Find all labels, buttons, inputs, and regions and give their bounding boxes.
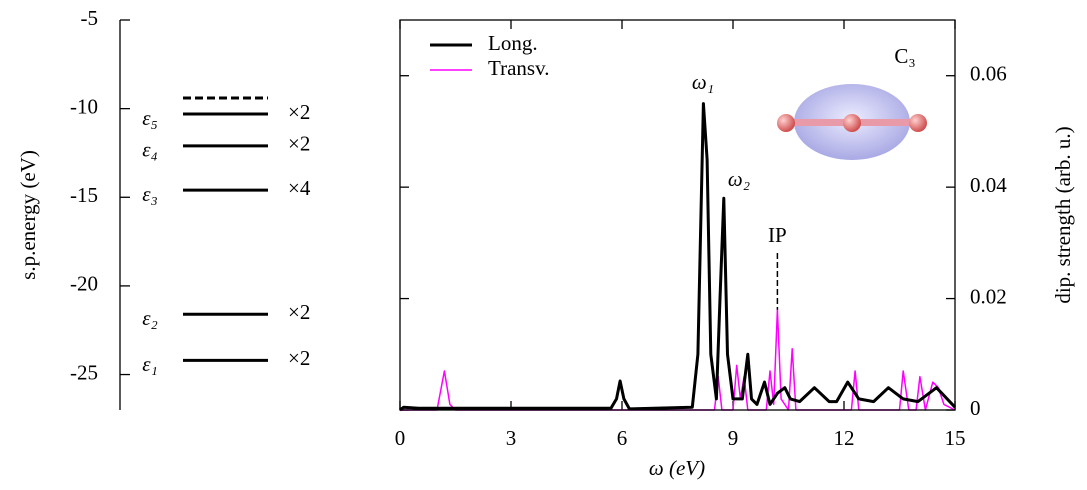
- x-tick-label: 0: [395, 426, 406, 450]
- annotation: ω₂: [728, 167, 750, 191]
- level-label: ε₄: [142, 138, 158, 162]
- y2-tick-label: 0.04: [970, 173, 1007, 197]
- y-tick-label: -15: [70, 183, 98, 207]
- legend-label: Transv.: [488, 56, 549, 80]
- y2-tick-label: 0.06: [970, 62, 1007, 86]
- degeneracy-label: ×2: [288, 300, 310, 324]
- x-tick-label: 15: [945, 426, 966, 450]
- y2-axis-label: dip. strength (arb. u.): [1051, 126, 1075, 303]
- degeneracy-label: ×2: [288, 132, 310, 156]
- legend-label: Long.: [488, 31, 538, 55]
- x-tick-label: 9: [728, 426, 739, 450]
- x-tick-label: 3: [506, 426, 517, 450]
- y2-tick-label: 0.02: [970, 284, 1007, 308]
- y-tick-label: -10: [70, 94, 98, 118]
- annotation: IP: [768, 223, 787, 247]
- series-line: [400, 308, 956, 411]
- chart-title: C₃: [894, 44, 915, 68]
- degeneracy-label: ×2: [288, 100, 310, 124]
- level-label: ε₅: [142, 106, 158, 130]
- molecule-icon: [777, 84, 927, 160]
- x-axis-label: ω (eV): [649, 456, 705, 480]
- x-tick-label: 12: [834, 426, 855, 450]
- level-label: ε₃: [142, 182, 158, 206]
- annotation: ω₁: [692, 70, 714, 94]
- level-label: ε₂: [142, 306, 158, 330]
- y-tick-label: -20: [70, 272, 98, 296]
- degeneracy-label: ×2: [288, 346, 310, 370]
- y-tick-label: -25: [70, 360, 98, 384]
- y2-tick-label: 0: [970, 396, 981, 420]
- x-tick-label: 6: [617, 426, 628, 450]
- series-line: [399, 102, 957, 412]
- frame: [399, 19, 956, 411]
- degeneracy-label: ×4: [288, 176, 311, 200]
- y-axis-label: s.p.energy (eV): [16, 150, 40, 280]
- level-label: ε₁: [142, 352, 158, 376]
- y-tick-label: -5: [81, 6, 99, 30]
